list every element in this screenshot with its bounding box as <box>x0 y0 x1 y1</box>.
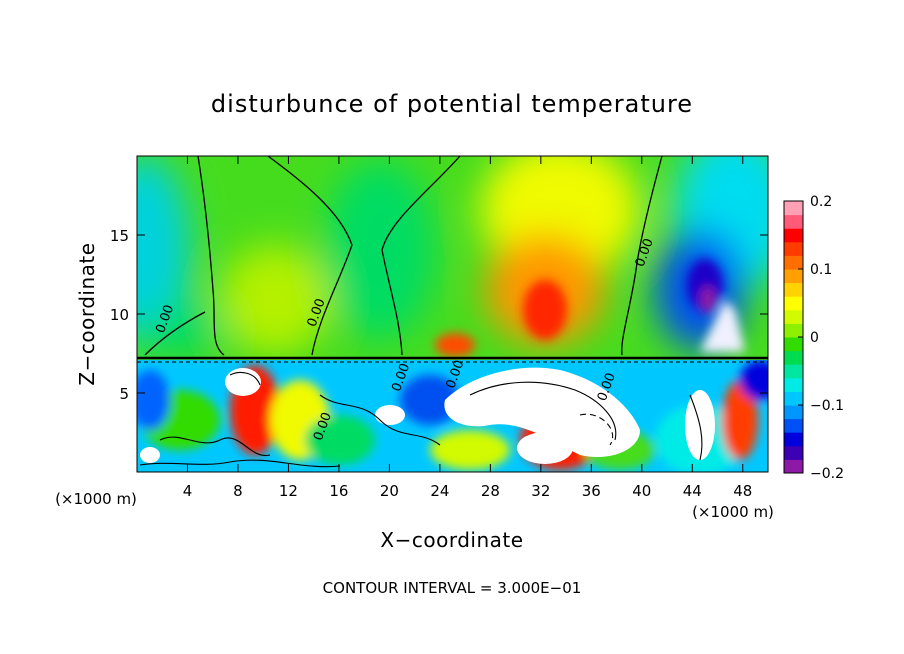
y-tick-label: 10 <box>110 306 129 324</box>
lower-blue-a <box>137 370 170 430</box>
lower-contour-d <box>579 413 614 446</box>
upper-red-low <box>435 333 475 357</box>
plot-area <box>137 156 768 472</box>
colorbar-cell <box>784 432 803 447</box>
contour-zero-d <box>621 156 663 356</box>
lower-green-b <box>305 415 375 465</box>
x-tick-label: 24 <box>430 482 449 500</box>
y-axis-ticks: 5 10 15 <box>110 227 768 403</box>
x-tick-label: 44 <box>683 482 702 500</box>
x-axis-ticks: 4 8 12 16 20 24 28 32 36 40 44 48 <box>183 156 752 500</box>
upper-green-mid <box>325 160 435 340</box>
x-tick-label: 8 <box>233 482 243 500</box>
lower-contour-f <box>229 371 261 386</box>
lower-blue-c <box>740 360 768 400</box>
colorbar-cell <box>784 405 803 420</box>
colorbar-cell <box>784 391 803 406</box>
x-tick-label: 4 <box>183 482 193 500</box>
colorbar-cell <box>784 377 803 392</box>
colorbar-cell <box>784 282 803 297</box>
colorbar: 0.2 0.1 0 −0.1 −0.2 <box>783 194 844 482</box>
colorbar-cell <box>784 337 803 352</box>
lower-contour-c <box>469 381 617 441</box>
upper-yellow-band <box>220 245 330 355</box>
colorbar-cell <box>784 214 803 229</box>
contour-zero-c <box>381 156 461 356</box>
upper-contours <box>144 156 663 356</box>
x-unit-left: (×1000 m) <box>55 490 137 508</box>
colorbar-tick-label: 0 <box>810 330 819 346</box>
lower-white-e <box>375 405 405 425</box>
lower-white-f <box>140 447 160 463</box>
colorbar-cell <box>784 241 803 256</box>
chart-title: disturbunce of potential temperature <box>211 90 693 118</box>
colorbar-cell <box>784 309 803 324</box>
lower-blue-b <box>400 375 460 425</box>
x-tick-label: 28 <box>481 482 500 500</box>
colorbar-ticks: 0.2 0.1 0 −0.1 −0.2 <box>798 194 844 482</box>
x-tick-label: 40 <box>632 482 651 500</box>
x-tick-label: 12 <box>279 482 298 500</box>
lower-contour-g <box>139 459 341 468</box>
contour-zero-b <box>267 156 353 356</box>
colorbar-cell <box>784 350 803 365</box>
x-tick-label: 16 <box>329 482 348 500</box>
colorbar-cell <box>784 228 803 243</box>
colorbar-cell <box>784 323 803 338</box>
y-tick-label: 5 <box>119 385 129 403</box>
colorbar-cell <box>784 255 803 270</box>
colorbar-cell <box>784 364 803 379</box>
lower-red-c <box>722 380 758 460</box>
lower-white-main <box>444 367 640 458</box>
colorbar-tick-label: −0.1 <box>810 398 844 414</box>
upper-purple-core <box>700 286 716 314</box>
contour-zero-e <box>144 311 206 356</box>
colorbar-cell <box>784 445 803 460</box>
colorbar-cell <box>784 459 803 474</box>
x-unit-right: (×1000 m) <box>692 503 774 521</box>
x-tick-label: 48 <box>733 482 752 500</box>
lower-field <box>137 360 768 472</box>
colorbar-tick-label: 0.2 <box>810 194 832 210</box>
contour-interval-note: CONTOUR INTERVAL = 3.000E−01 <box>323 579 582 597</box>
contour-zero-a <box>197 156 225 356</box>
y-axis-label: Z−coordinate <box>75 242 99 385</box>
x-tick-label: 32 <box>531 482 550 500</box>
x-axis-label: X−coordinate <box>380 528 523 552</box>
colorbar-cells <box>784 201 803 474</box>
upper-red-core <box>523 280 567 340</box>
upper-cyan-left <box>137 156 190 345</box>
lower-contours <box>139 371 703 468</box>
colorbar-cell <box>784 201 803 216</box>
upper-green-left <box>145 305 225 355</box>
lower-contour-b <box>319 394 441 446</box>
colorbar-cell <box>784 296 803 311</box>
x-tick-label: 20 <box>380 482 399 500</box>
colorbar-tick-label: −0.2 <box>810 466 844 482</box>
colorbar-cell <box>784 269 803 284</box>
lower-contour-a <box>159 436 271 457</box>
lower-contour-e <box>689 394 703 461</box>
colorbar-cell <box>784 418 803 433</box>
lower-yellow-b <box>430 430 510 470</box>
x-tick-label: 36 <box>582 482 601 500</box>
lower-white-c <box>517 432 573 464</box>
colorbar-tick-label: 0.1 <box>810 262 832 278</box>
upper-white-plume <box>700 300 745 352</box>
y-tick-label: 15 <box>110 227 129 245</box>
upper-field <box>137 156 768 361</box>
